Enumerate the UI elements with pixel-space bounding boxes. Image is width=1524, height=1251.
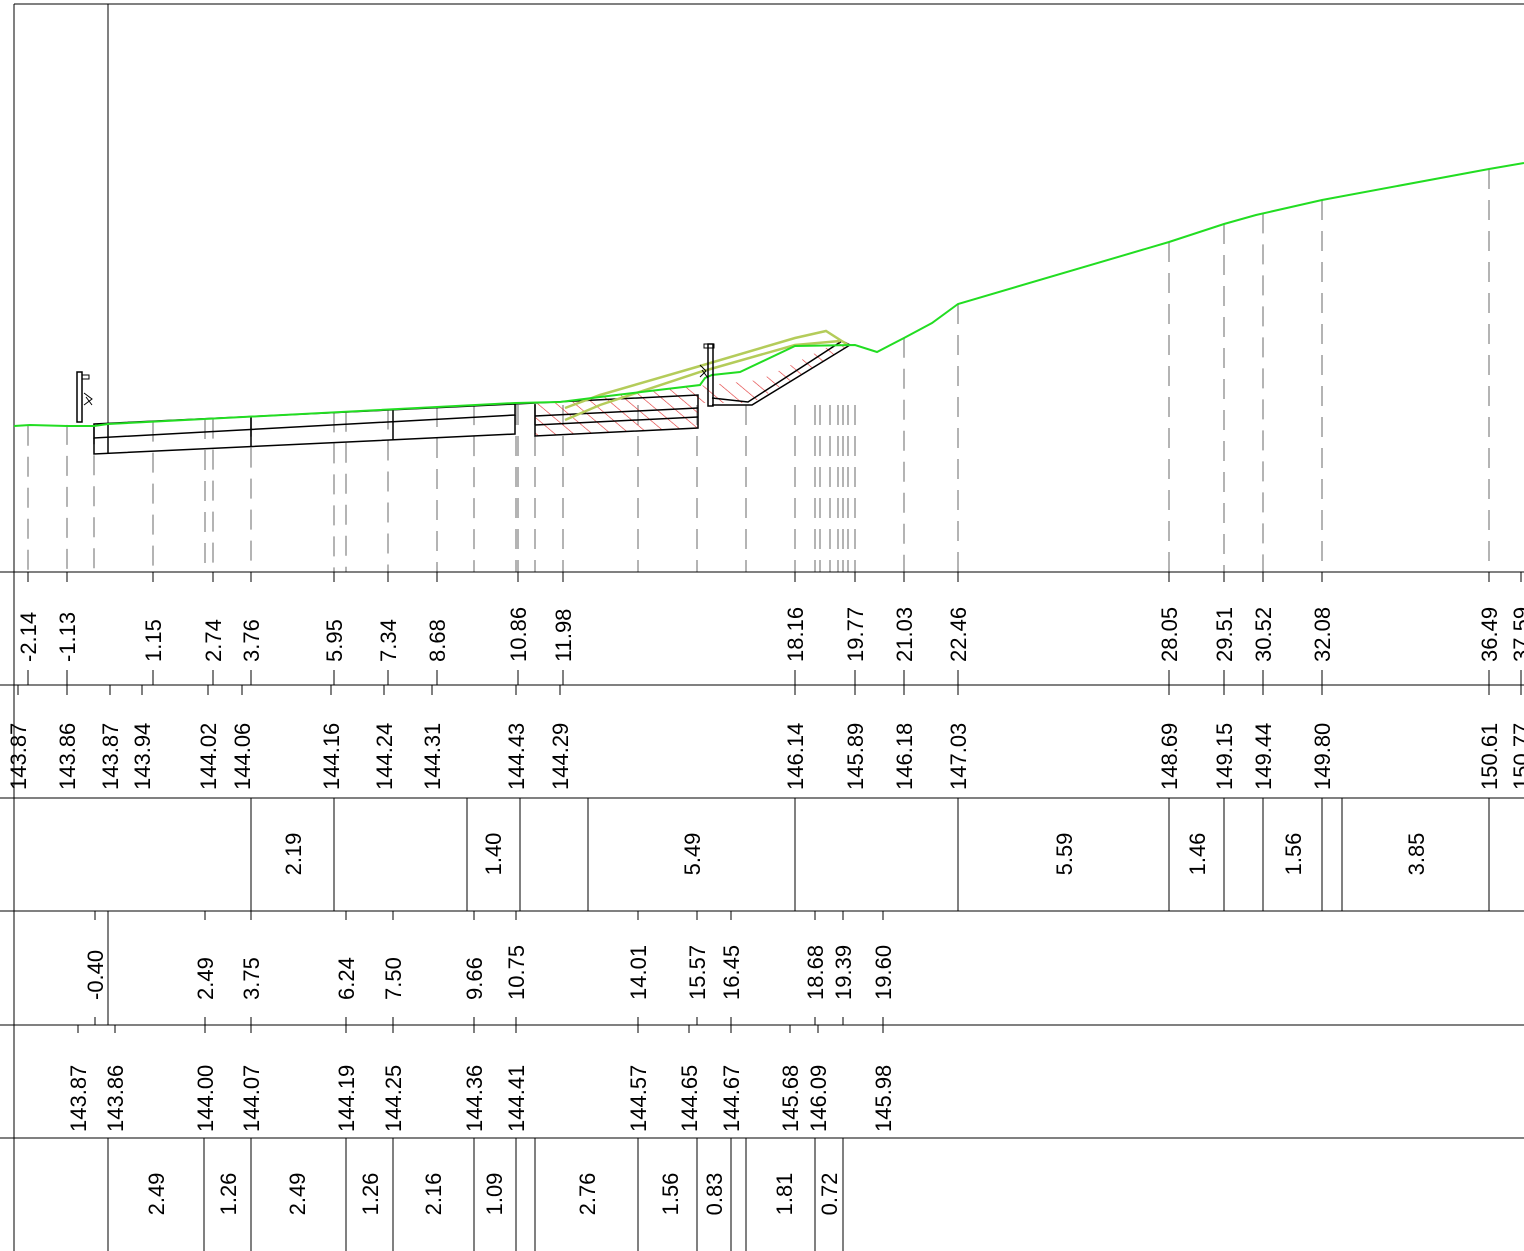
elevations-existing-label: 147.03: [946, 723, 971, 790]
distances-design-label: 1.26: [358, 1173, 383, 1216]
elevations-design-label: 144.65: [677, 1065, 702, 1132]
elevations-existing-label: 143.87: [6, 723, 31, 790]
elevations-design-label: 144.25: [381, 1065, 406, 1132]
distances-design-label: 1.09: [482, 1173, 507, 1216]
offsets-design-label: 10.75: [504, 945, 529, 1000]
offsets-existing-label: -1.13: [55, 612, 80, 662]
distances-existing-label: 1.56: [1281, 833, 1306, 876]
elevations-design-label: 145.98: [871, 1065, 896, 1132]
elevations-existing-label: 143.94: [130, 723, 155, 790]
widening-slab: [514, 394, 699, 437]
distances-existing-label: 1.40: [481, 833, 506, 876]
elevations-existing-label: 150.61: [1477, 723, 1502, 790]
elevations-existing-label: 144.02: [196, 723, 221, 790]
offsets-existing-label: 3.76: [239, 619, 264, 662]
offsets-existing-label: 2.74: [201, 619, 226, 662]
offsets-existing-label: 28.05: [1157, 607, 1182, 662]
elevations-existing-label: 145.89: [843, 723, 868, 790]
offsets-existing-label: 18.16: [783, 607, 808, 662]
distances-existing-label: 5.49: [680, 833, 705, 876]
distances-design-label: 2.49: [144, 1173, 169, 1216]
offsets-design-label: 14.01: [626, 945, 651, 1000]
distances-existing-label: 5.59: [1052, 833, 1077, 876]
elevations-existing-label: 144.29: [548, 723, 573, 790]
elevations-design-label: 144.07: [239, 1065, 264, 1132]
offsets-existing-label: 21.03: [892, 607, 917, 662]
offsets-design-label: 9.66: [462, 957, 487, 1000]
elevations-existing-label: 146.14: [783, 723, 808, 790]
elevations-design-label: 144.57: [626, 1065, 651, 1132]
elevations-existing-label: 143.87: [98, 723, 123, 790]
offsets-design-label: 3.75: [239, 957, 264, 1000]
offsets-existing-label: 5.95: [322, 619, 347, 662]
offsets-existing-label: 22.46: [946, 607, 971, 662]
elevations-existing-label: 144.24: [372, 723, 397, 790]
elevations-existing-label: 148.69: [1157, 723, 1182, 790]
offsets-existing-label: 1.15: [141, 619, 166, 662]
guardrail-post-icon: [76, 371, 93, 423]
distances-design-label: 0.72: [817, 1173, 842, 1216]
elevations-existing-label: 146.18: [892, 723, 917, 790]
elevations-design-label: 144.19: [334, 1065, 359, 1132]
elevations-existing-label: 144.43: [504, 723, 529, 790]
distances-existing-label: 3.85: [1404, 833, 1429, 876]
offsets-existing-label: 19.77: [843, 607, 868, 662]
elevations-existing-label: 149.44: [1251, 723, 1276, 790]
elevations-design-label: 143.87: [66, 1065, 91, 1132]
offsets-existing-label: 8.68: [425, 619, 450, 662]
table-labels: -2.14 -1.13 1.15 2.74 3.76 5.95 7.34 8.68 10.86 1…: [6, 572, 1524, 1215]
offsets-existing-label: 37.59: [1509, 607, 1524, 662]
offsets-existing-label: -2.14: [16, 612, 41, 662]
offsets-design-label: 7.50: [381, 957, 406, 1000]
offsets-existing-label: 10.86: [506, 607, 531, 662]
distances-design-label: 1.56: [658, 1173, 683, 1216]
station-guide-lines: [27, 169, 1490, 572]
offsets-design-label: 6.24: [334, 957, 359, 1000]
guardrail-post-icon: [699, 343, 715, 407]
distances-existing-label: 1.46: [1185, 833, 1210, 876]
distances-design-label: 2.76: [575, 1173, 600, 1216]
offsets-existing-label: 36.49: [1477, 607, 1502, 662]
offsets-design-label: 15.57: [685, 945, 710, 1000]
offsets-design-label: 19.39: [831, 945, 856, 1000]
existing-ground-line: [13, 162, 1524, 427]
distances-design-label: 1.81: [772, 1173, 797, 1216]
elevations-existing-label: 150.77: [1509, 723, 1524, 790]
elevations-design-label: 144.67: [719, 1065, 744, 1132]
road-structure: [93, 329, 852, 455]
existing-slab-base: [93, 415, 516, 455]
distances-design-label: 2.49: [285, 1173, 310, 1216]
elevations-design-label: 143.86: [103, 1065, 128, 1132]
elevations-existing-label: 149.80: [1310, 723, 1335, 790]
elevations-design-label: 144.41: [504, 1065, 529, 1132]
offsets-design-label: 2.49: [193, 957, 218, 1000]
elevations-existing-label: 144.06: [230, 723, 255, 790]
elevations-existing-label: 149.15: [1212, 723, 1237, 790]
distances-design-label: 1.26: [216, 1173, 241, 1216]
offsets-existing-label: 11.98: [551, 609, 576, 662]
offsets-existing-label: 7.34: [376, 619, 401, 662]
offsets-existing-label: 32.08: [1310, 607, 1335, 662]
offsets-existing-label: 30.52: [1251, 607, 1276, 662]
offsets-design-label: 19.60: [871, 945, 896, 1000]
distances-existing-label: 2.19: [281, 833, 306, 876]
offsets-design-label: 16.45: [719, 945, 744, 1000]
offsets-design-label: 18.68: [803, 945, 828, 1000]
offsets-design-label: -0.40: [83, 950, 108, 1000]
row-dividers: [107, 798, 1490, 1251]
distances-design-label: 2.16: [421, 1173, 446, 1216]
table-rules: [0, 571, 1524, 1139]
distances-design-label: 0.83: [702, 1173, 727, 1216]
drawing-frame: [13, 3, 1524, 1251]
offsets-existing-label: 29.51: [1212, 607, 1237, 662]
elevations-design-label: 145.68: [778, 1065, 803, 1132]
elevations-design-label: 146.09: [806, 1065, 831, 1132]
elevations-existing-label: 144.16: [319, 723, 344, 790]
elevations-design-label: 144.00: [193, 1065, 218, 1132]
elevations-existing-label: 144.31: [420, 723, 445, 790]
widening-hatch: [535, 342, 850, 436]
elevations-design-label: 144.36: [462, 1065, 487, 1132]
elevations-existing-label: 143.86: [55, 723, 80, 790]
